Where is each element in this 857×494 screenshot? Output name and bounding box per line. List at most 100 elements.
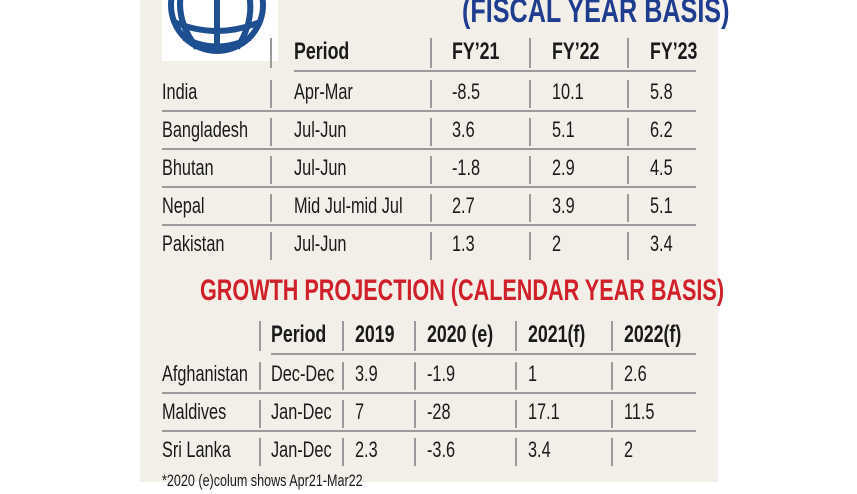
fiscal-header-2: FY’21	[452, 38, 500, 65]
fiscal-cell: 5.1	[650, 193, 673, 218]
calendar-row-sep	[414, 362, 416, 390]
calendar-row-sep	[414, 438, 416, 466]
fiscal-header-sep	[270, 38, 272, 68]
calendar-header-rule	[271, 353, 696, 355]
calendar-row-sep	[611, 362, 613, 390]
fiscal-row-sep	[270, 80, 272, 108]
calendar-row-sep	[611, 438, 613, 466]
calendar-cell: 7	[355, 399, 365, 424]
fiscal-row-sep	[627, 232, 629, 260]
calendar-row-sep	[611, 400, 613, 428]
fiscal-header-4: FY’23	[650, 38, 698, 65]
fiscal-row-sep	[529, 194, 531, 222]
fiscal-row-rule	[162, 110, 696, 112]
fiscal-row-sep	[529, 232, 531, 260]
fiscal-cell: Jul-Jun	[294, 155, 347, 180]
calendar-row-sep	[259, 400, 261, 428]
fiscal-row-sep	[627, 118, 629, 146]
calendar-header-sep	[611, 321, 613, 351]
fiscal-row-sep	[270, 118, 272, 146]
calendar-header-2: 2019	[355, 321, 395, 348]
fiscal-cell: Mid Jul-mid Jul	[294, 193, 403, 218]
fiscal-header-3: FY’22	[552, 38, 600, 65]
calendar-year-heading: GROWTH PROJECTION (CALENDAR YEAR BASIS)	[200, 274, 725, 307]
fiscal-header-rule	[294, 70, 696, 72]
infographic-panel	[140, 0, 718, 482]
calendar-cell: Afghanistan	[162, 361, 248, 386]
fiscal-cell: 3.9	[552, 193, 575, 218]
calendar-cell: 2	[624, 437, 634, 462]
calendar-cell: 11.5	[624, 399, 655, 424]
calendar-row-sep	[342, 400, 344, 428]
calendar-cell: Jan-Dec	[271, 399, 332, 424]
fiscal-row-sep	[529, 80, 531, 108]
calendar-row-rule	[162, 392, 696, 394]
fiscal-cell: 1.3	[452, 231, 475, 256]
calendar-header-5: 2022(f)	[624, 321, 682, 348]
calendar-row-sep	[259, 362, 261, 390]
calendar-cell: 3.9	[355, 361, 378, 386]
fiscal-cell: -1.8	[452, 155, 481, 180]
calendar-cell: 17.1	[528, 399, 560, 424]
fiscal-row-sep	[430, 194, 432, 222]
calendar-row-sep	[259, 438, 261, 466]
calendar-cell: Maldives	[162, 399, 227, 424]
calendar-cell: Sri Lanka	[162, 437, 231, 462]
fiscal-row-rule	[162, 148, 696, 150]
fiscal-cell: Jul-Jun	[294, 231, 347, 256]
calendar-cell: -1.9	[427, 361, 456, 386]
calendar-cell: 2.3	[355, 437, 378, 462]
fiscal-cell: 10.1	[552, 79, 584, 104]
fiscal-row-sep	[270, 194, 272, 222]
fiscal-year-heading: (FISCAL YEAR BASIS)	[462, 0, 730, 30]
fiscal-cell: 2.9	[552, 155, 575, 180]
fiscal-cell: Jul-Jun	[294, 117, 347, 142]
fiscal-cell: Pakistan	[162, 231, 225, 256]
fiscal-row-sep	[627, 156, 629, 184]
fiscal-cell: Nepal	[162, 193, 205, 218]
fiscal-cell: Bhutan	[162, 155, 214, 180]
calendar-row-sep	[515, 400, 517, 428]
calendar-row-sep	[342, 362, 344, 390]
calendar-cell: -28	[427, 399, 451, 424]
calendar-header-4: 2021(f)	[528, 321, 586, 348]
fiscal-cell: 4.5	[650, 155, 673, 180]
calendar-cell: -3.6	[427, 437, 456, 462]
calendar-cell: 3.4	[528, 437, 551, 462]
calendar-cell: Jan-Dec	[271, 437, 332, 462]
fiscal-row-sep	[529, 118, 531, 146]
fiscal-cell: 5.1	[552, 117, 575, 142]
fiscal-row-sep	[430, 156, 432, 184]
calendar-header-sep	[259, 321, 261, 351]
calendar-row-sep	[515, 362, 517, 390]
calendar-row-sep	[414, 400, 416, 428]
fiscal-cell: -8.5	[452, 79, 481, 104]
fiscal-row-sep	[430, 80, 432, 108]
footnote: *2020 (e)colum shows Apr21-Mar22	[162, 471, 363, 490]
fiscal-header-sep	[430, 38, 432, 68]
fiscal-row-sep	[627, 194, 629, 222]
calendar-header-3: 2020 (e)	[427, 321, 494, 348]
calendar-header-sep	[342, 321, 344, 351]
calendar-header-sep	[515, 321, 517, 351]
fiscal-row-sep	[270, 156, 272, 184]
calendar-header-sep	[414, 321, 416, 351]
fiscal-row-sep	[430, 232, 432, 260]
fiscal-header-1: Period	[294, 38, 350, 65]
world-bank-logo	[162, 0, 278, 61]
fiscal-header-sep	[529, 38, 531, 68]
fiscal-row-rule	[162, 186, 696, 188]
fiscal-row-sep	[430, 118, 432, 146]
world-bank-globe-icon	[168, 0, 266, 54]
calendar-row-sep	[515, 438, 517, 466]
fiscal-row-sep	[529, 156, 531, 184]
fiscal-row-sep	[270, 232, 272, 260]
calendar-header-1: Period	[271, 321, 327, 348]
calendar-cell: 2.6	[624, 361, 647, 386]
fiscal-cell: 2.7	[452, 193, 475, 218]
fiscal-cell: 5.8	[650, 79, 673, 104]
fiscal-row-sep	[627, 80, 629, 108]
fiscal-cell: 6.2	[650, 117, 673, 142]
calendar-cell: 1	[528, 361, 538, 386]
fiscal-cell: 2	[552, 231, 562, 256]
